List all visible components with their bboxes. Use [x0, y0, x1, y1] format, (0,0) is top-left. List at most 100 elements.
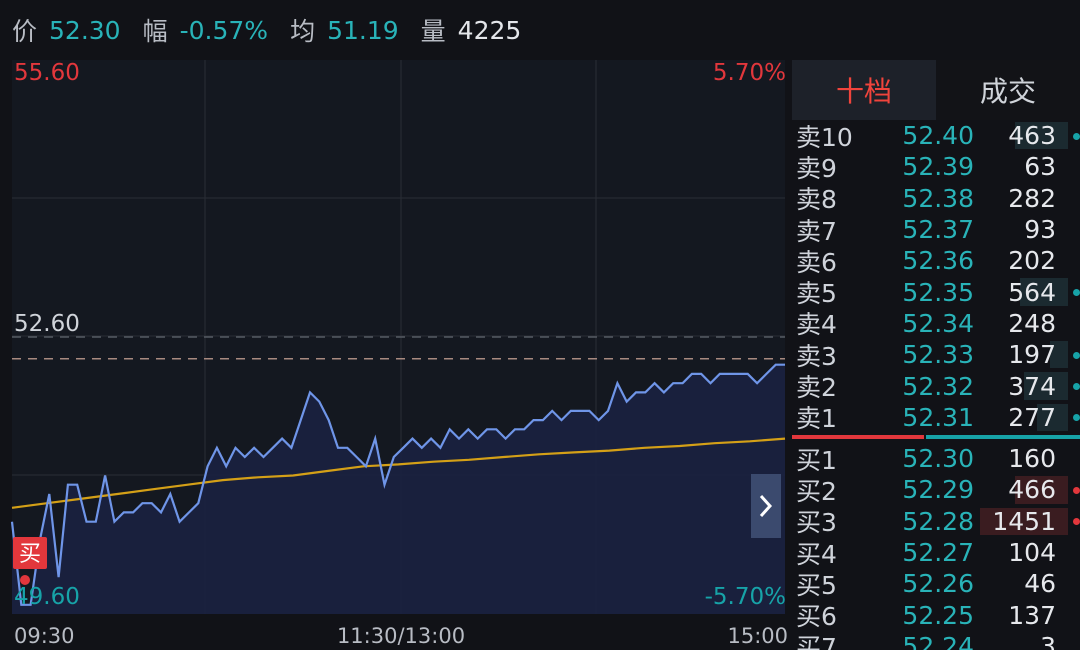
- ask-level-price: 52.35: [902, 277, 974, 307]
- bid-level-label: 买1: [796, 445, 837, 475]
- ask-level-price: 52.32: [902, 371, 974, 401]
- bid-level-row[interactable]: 买5 52.26 46: [792, 568, 1080, 600]
- chevron-right-icon: [759, 494, 773, 518]
- ask-level-label: 卖1: [796, 404, 837, 434]
- bid-level-volume: 137: [1008, 600, 1056, 630]
- bid-level-label: 买6: [796, 602, 837, 632]
- bid-volume-bar: [1015, 476, 1068, 504]
- bid-volume-bar: [980, 507, 1068, 535]
- bid-level-price: 52.27: [902, 538, 974, 567]
- ask-volume-bar: [1050, 341, 1068, 369]
- bid-level-label: 买7: [796, 633, 837, 650]
- ask-level-row[interactable]: 卖3 52.33 197: [792, 339, 1080, 371]
- ask-level-row[interactable]: 卖2 52.32 374: [792, 370, 1080, 403]
- tab-trades[interactable]: 成交: [936, 60, 1080, 120]
- avg-line: [11, 437, 786, 509]
- bid-level-price: 52.24: [902, 631, 974, 650]
- pct-max-label: 5.70%: [713, 60, 786, 86]
- ask-level-row[interactable]: 卖5 52.35 564: [792, 276, 1080, 309]
- expand-chart-button[interactable]: [751, 474, 781, 538]
- bid-level-volume: 104: [1008, 538, 1056, 567]
- bid-level-row[interactable]: 买2 52.29 466: [792, 474, 1080, 506]
- ask-level-volume: 248: [1008, 308, 1056, 338]
- buy-marker[interactable]: 买: [13, 537, 47, 585]
- ask-level-volume: 374: [1008, 371, 1056, 401]
- ask-level-price: 52.33: [902, 340, 974, 370]
- ask-level-label: 卖4: [796, 310, 837, 340]
- ask-levels: 卖10 52.40 463 卖9 52.39 63 卖8 52.38 282 卖7 52.37 93 卖…: [792, 120, 1080, 433]
- change-value: -0.57%: [179, 15, 269, 45]
- ask-level-label: 卖9: [796, 153, 837, 183]
- ask-level-label: 卖3: [796, 341, 837, 371]
- price-label: 价: [12, 17, 38, 46]
- ask-change-dot-icon: [1073, 383, 1080, 391]
- bid-level-row[interactable]: 买4 52.27 104: [792, 537, 1080, 569]
- x-tick-open: 09:30: [14, 624, 75, 648]
- ask-change-dot-icon: [1073, 132, 1080, 140]
- ask-level-volume: 93: [1024, 215, 1056, 245]
- ask-volume-bar: [1019, 278, 1068, 306]
- bid-level-price: 52.30: [902, 444, 974, 474]
- avg-value: 51.19: [327, 15, 399, 45]
- order-book-tabs: 十档 成交: [792, 60, 1080, 120]
- bid-level-row[interactable]: 买3 52.28 1451: [792, 506, 1080, 537]
- bid-change-dot-icon: [1073, 486, 1080, 494]
- ask-level-row[interactable]: 卖10 52.40 463: [792, 120, 1080, 152]
- price-line: [10, 363, 785, 606]
- ask-level-volume: 63: [1024, 152, 1056, 182]
- intraday-chart[interactable]: 55.60 5.70% 49.60 -5.70% 52.60 09:30 11:…: [0, 56, 790, 650]
- ask-level-label: 卖7: [796, 216, 837, 246]
- ask-level-row[interactable]: 卖8 52.38 282: [792, 183, 1080, 215]
- x-tick-close: 15:00: [727, 624, 788, 648]
- y-min-label: 49.60: [14, 584, 80, 610]
- bid-ask-divider: [792, 434, 1080, 441]
- ask-level-row[interactable]: 卖1 52.31 277: [792, 402, 1080, 433]
- bid-change-dot-icon: [1073, 518, 1080, 526]
- ask-level-label: 卖6: [796, 247, 837, 277]
- buy-marker-dot: [20, 575, 30, 585]
- volume-value: 4225: [457, 15, 522, 45]
- x-tick-midday: 11:30/13:00: [337, 624, 465, 648]
- price-level-label: 52.60: [14, 311, 80, 337]
- ask-level-row[interactable]: 卖6 52.36 202: [792, 245, 1080, 277]
- ask-level-price: 52.36: [902, 246, 974, 276]
- volume-label: 量: [420, 17, 446, 46]
- ask-level-volume: 463: [1008, 121, 1056, 151]
- bid-level-row[interactable]: 买7 52.24 3: [792, 631, 1080, 650]
- bid-level-row[interactable]: 买6 52.25 137: [792, 599, 1080, 632]
- ask-level-label: 卖2: [796, 373, 837, 403]
- bid-level-volume: 160: [1008, 444, 1056, 474]
- ask-level-price: 52.31: [902, 402, 974, 432]
- bid-level-row[interactable]: 买1 52.30 160: [792, 443, 1080, 475]
- ask-level-volume: 277: [1008, 402, 1056, 432]
- ask-change-dot-icon: [1073, 289, 1080, 297]
- bid-level-label: 买5: [796, 570, 837, 600]
- ask-level-label: 卖5: [796, 279, 837, 309]
- bid-level-volume: 3: [1040, 631, 1056, 650]
- ask-volume-bar: [1024, 372, 1068, 400]
- bid-level-label: 买2: [796, 476, 837, 506]
- ask-level-price: 52.39: [902, 152, 974, 182]
- ask-level-row[interactable]: 卖7 52.37 93: [792, 214, 1080, 246]
- price-value: 52.30: [49, 15, 121, 45]
- ask-volume-bar: [1037, 403, 1068, 431]
- y-max-label: 55.60: [14, 60, 80, 86]
- ask-level-row[interactable]: 卖9 52.39 63: [792, 151, 1080, 183]
- pct-min-label: -5.70%: [705, 584, 786, 610]
- bid-level-volume: 46: [1024, 569, 1056, 599]
- ask-level-price: 52.34: [902, 308, 974, 338]
- bid-level-volume: 466: [1008, 475, 1056, 505]
- bid-level-price: 52.28: [902, 506, 974, 536]
- ask-level-label: 卖10: [796, 122, 853, 152]
- bid-level-price: 52.26: [902, 569, 974, 599]
- bid-level-volume: 1451: [992, 506, 1056, 536]
- ask-level-volume: 197: [1008, 340, 1056, 370]
- ask-level-row[interactable]: 卖4 52.34 248: [792, 308, 1080, 340]
- ask-level-label: 卖8: [796, 185, 837, 215]
- ask-volume-bar: [1015, 122, 1068, 150]
- bid-level-price: 52.29: [902, 475, 974, 505]
- bid-level-label: 买4: [796, 539, 837, 569]
- ask-level-price: 52.40: [902, 121, 974, 151]
- tab-ten-levels[interactable]: 十档: [792, 60, 936, 120]
- ask-level-volume: 282: [1008, 183, 1056, 213]
